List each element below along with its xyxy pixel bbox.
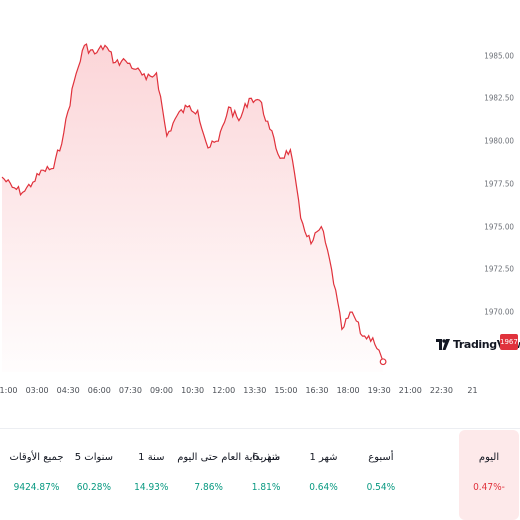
x-axis-tick-label: 15:00 [274, 386, 298, 395]
price-chart[interactable]: 1985.00 1982.50 1980.00 1977.50 1975.00 1972.… [0, 0, 520, 400]
period-change-value: 0.54% [366, 482, 396, 493]
performance-periods: جميع الأوقات 9424.87% 5 سنوات 60.28% 1 سنة 14… [0, 430, 520, 520]
x-axis-tick-label: 22:30 [429, 386, 453, 395]
y-axis-tick-label: 1975.00 [484, 222, 514, 232]
x-axis-tick-label: 10:30 [181, 386, 205, 395]
period-tab[interactable]: جميع الأوقات 9424.87% [5, 430, 68, 520]
chart-canvas[interactable] [0, 0, 520, 400]
x-axis-tick-label: 03:00 [25, 386, 49, 395]
divider [0, 428, 520, 429]
price-area-fill [2, 44, 384, 372]
period-tab[interactable]: 6 شهر 1.81% [235, 430, 298, 520]
x-axis-tick-label: 21:00 [398, 386, 422, 395]
period-label: اليوم [478, 452, 500, 463]
x-axis-tick-label: 18:00 [336, 386, 360, 395]
period-label: 1 سنة [138, 452, 165, 463]
period-tab[interactable]: 1 سنة 14.93% [120, 430, 183, 520]
price-line [1, 43, 384, 362]
period-label: 6 شهر [252, 452, 281, 463]
y-axis-tick-label: 1985.00 [484, 51, 514, 61]
period-label: أسبوع [368, 452, 394, 463]
period-tab[interactable]: 5 سنوات 60.28% [62, 430, 125, 520]
period-change-value: 1.81% [251, 482, 281, 493]
period-tab[interactable]: منذ بداية العام حتى اليوم 7.86% [177, 430, 281, 520]
period-label: منذ بداية العام حتى اليوم [177, 452, 281, 463]
last-price-badge: 1967.09 [500, 334, 518, 350]
last-price-marker [379, 358, 387, 366]
period-tab[interactable]: أسبوع 0.54% [349, 430, 412, 520]
period-label: 1 شهر [309, 452, 338, 463]
period-change-value: 0.47%- [473, 482, 505, 493]
y-axis-tick-label: 1982.50 [484, 93, 514, 103]
x-axis-tick-label: 07:30 [118, 386, 142, 395]
period-label: جميع الأوقات [9, 452, 64, 463]
y-axis-tick-label: 1980.00 [484, 136, 514, 146]
x-axis-tick-label: 12:00 [212, 386, 236, 395]
x-axis-tick-label: 21 [467, 386, 478, 395]
x-axis-tick-label: 01:00 [0, 386, 18, 395]
period-change-value: 60.28% [76, 482, 112, 493]
y-axis-tick-label: 1977.50 [484, 179, 514, 189]
x-axis-tick-label: 19:30 [367, 386, 391, 395]
x-axis-tick-label: 04:30 [56, 386, 80, 395]
period-change-value: 9424.87% [13, 482, 60, 493]
x-axis-tick-label: 13:30 [243, 386, 267, 395]
y-axis-tick-label: 1970.00 [484, 307, 514, 317]
x-axis-tick-label: 06:00 [87, 386, 111, 395]
period-label: 5 سنوات [74, 452, 114, 463]
period-change-value: 14.93% [134, 482, 169, 493]
period-tab[interactable]: 1 شهر 0.64% [292, 430, 355, 520]
x-axis-tick-label: 16:30 [305, 386, 329, 395]
period-change-value: 7.86% [194, 482, 223, 493]
y-axis-tick-label: 1972.50 [484, 264, 514, 274]
x-axis-tick-label: 09:00 [149, 386, 174, 395]
tradingview-icon [436, 339, 450, 350]
period-change-value: 0.64% [309, 482, 338, 493]
period-tab[interactable]: اليوم 0.47%- [459, 430, 519, 520]
